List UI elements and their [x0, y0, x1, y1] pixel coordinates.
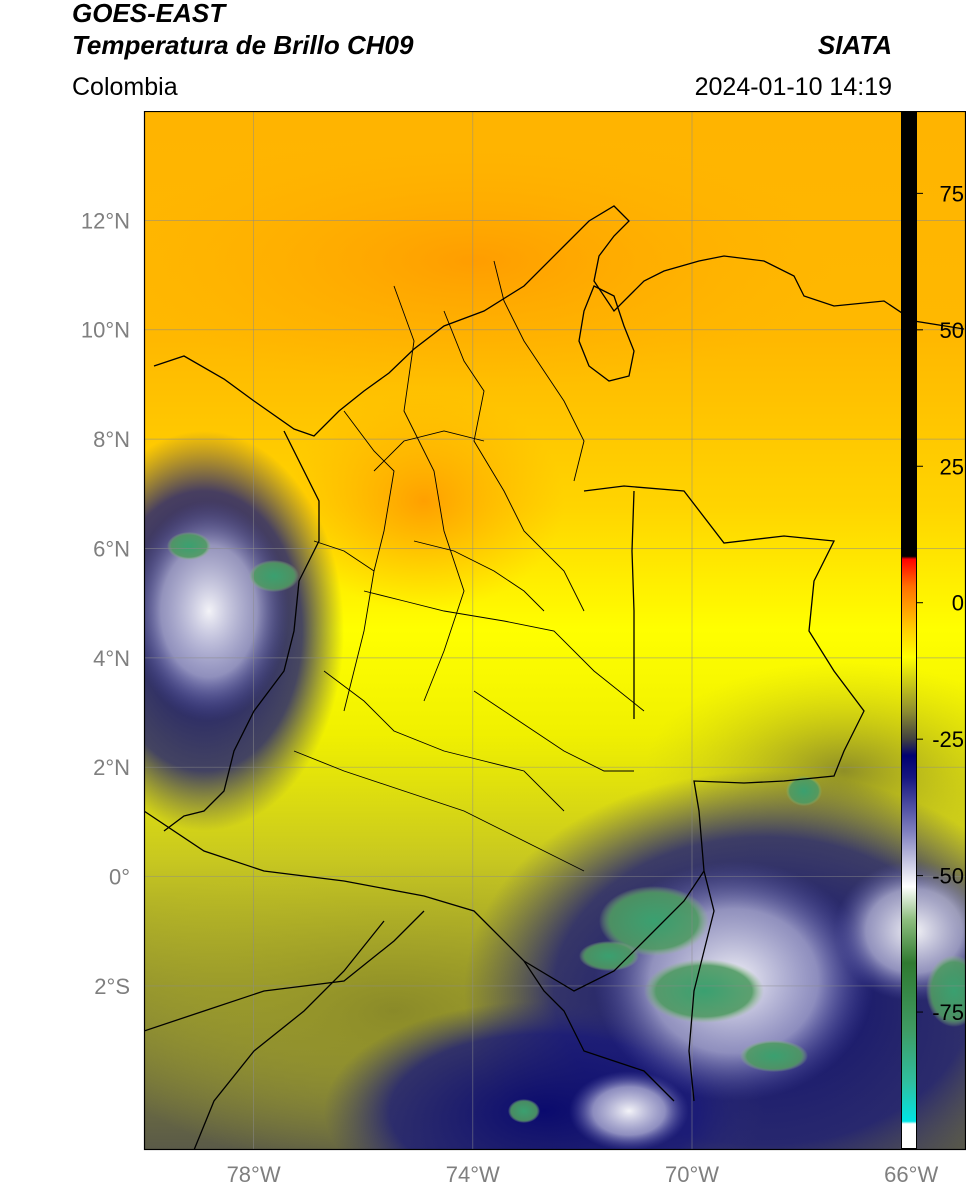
colombia-south-border: [144, 810, 705, 992]
lon-tick-label: 78°W: [227, 1162, 281, 1187]
colorbar: 75 50 25 0 -25 -50 -75: [901, 111, 964, 1149]
colorbar-tick-label: 50: [940, 318, 964, 343]
pacific-coast: [163, 430, 320, 832]
caribbean-coast: [153, 205, 965, 437]
colorbar-tick-label: 0: [952, 591, 964, 616]
venezuela-colombia-border: [631, 490, 635, 719]
colorbar-tick-label: 25: [940, 454, 964, 479]
maracaibo-lake: [578, 285, 635, 382]
lat-tick-label: 6°N: [93, 536, 130, 561]
lat-tick-label: 2°S: [94, 974, 130, 999]
lat-tick-label: 0°: [109, 865, 130, 890]
cloud-cluster-pacific: [144, 431, 344, 831]
agency-label: SIATA: [817, 30, 892, 60]
datetime-label: 2024-01-10 14:19: [694, 73, 892, 101]
colombia-east-border: [583, 485, 865, 1102]
lat-tick-label: 12°N: [81, 208, 130, 233]
product-title: Temperatura de Brillo CH09: [72, 30, 414, 60]
peru-brazil-border: [523, 960, 675, 1102]
ecuador-peru-border: [144, 910, 425, 1032]
colorbar-tick-label: 75: [940, 181, 964, 206]
lat-tick-label: 2°N: [93, 755, 130, 780]
lon-tick-label: 70°W: [665, 1162, 719, 1187]
internal-departments: [293, 260, 645, 872]
colorbar-tick-label: -50: [932, 864, 964, 889]
boundaries: [144, 205, 965, 1150]
region-label: Colombia: [72, 73, 178, 101]
colorbar-scale: [901, 111, 917, 1149]
colorbar-ticks: 75 50 25 0 -25 -50 -75: [917, 181, 964, 1025]
south-coast-line: [193, 920, 385, 1150]
lat-tick-label: 4°N: [93, 646, 130, 671]
colorbar-tick-label: -25: [932, 727, 964, 752]
lon-tick-labels: 78°W 74°W 70°W 66°W: [227, 1162, 939, 1187]
lon-tick-label: 66°W: [884, 1162, 938, 1187]
colorbar-tick-label: -75: [932, 1000, 964, 1025]
lat-tick-labels: 12°N 10°N 8°N 6°N 4°N 2°N 0° 2°S: [81, 208, 130, 999]
lat-tick-label: 10°N: [81, 318, 130, 343]
satellite-title: GOES-EAST: [72, 0, 226, 28]
lon-tick-label: 74°W: [446, 1162, 500, 1187]
brightness-temperature-map: 12°N 10°N 8°N 6°N 4°N 2°N 0° 2°S 78°W 74°W 70°W 66…: [81, 111, 966, 1187]
lat-tick-label: 8°N: [93, 427, 130, 452]
cloud-cluster-amazon: [324, 771, 966, 1150]
